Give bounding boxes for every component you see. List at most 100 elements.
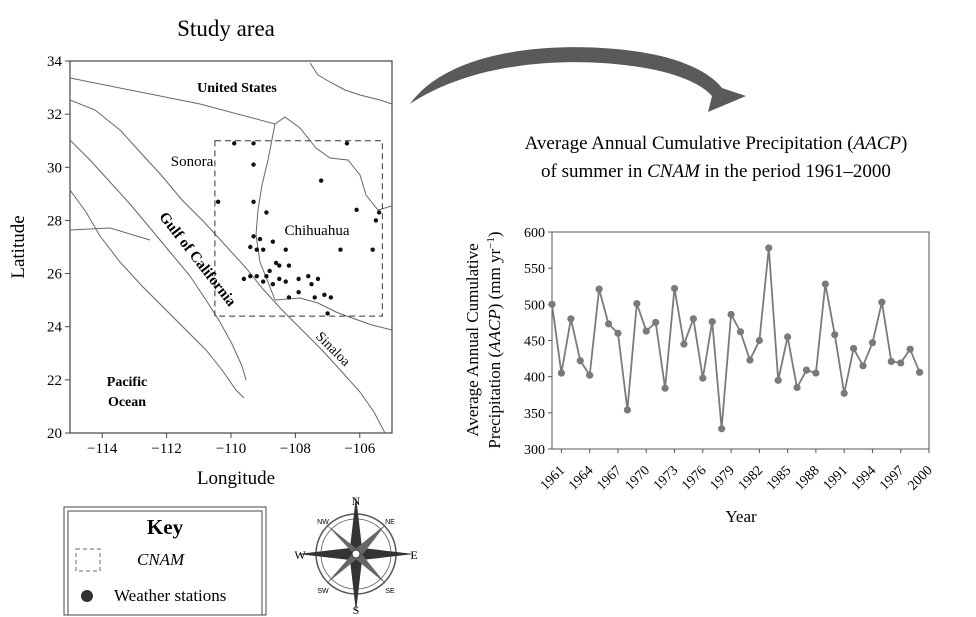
label-united-states: United States bbox=[197, 81, 277, 96]
aacp-data-point bbox=[868, 339, 877, 347]
aacp-data-point bbox=[595, 285, 603, 293]
aacp-data-point bbox=[623, 406, 632, 414]
weather-station-marker bbox=[318, 178, 324, 183]
chart-x-tick-label: 1982 bbox=[736, 463, 766, 493]
chart-y-tick-label: 400 bbox=[524, 371, 545, 386]
weather-station-marker bbox=[215, 199, 221, 205]
aacp-data-point bbox=[821, 280, 829, 288]
map-x-tick-label: −108 bbox=[280, 441, 311, 457]
aacp-data-point bbox=[887, 357, 895, 366]
map-y-tick-label: 20 bbox=[47, 426, 62, 442]
compass-w: W bbox=[294, 548, 306, 562]
weather-station-marker bbox=[370, 247, 375, 252]
weather-station-marker bbox=[277, 263, 282, 268]
weather-station-marker bbox=[270, 239, 276, 244]
aacp-data-point bbox=[718, 425, 726, 433]
map-x-tick-label: −106 bbox=[344, 441, 375, 457]
map-geography bbox=[70, 62, 392, 433]
weather-station-marker bbox=[261, 279, 266, 284]
weather-station-marker bbox=[232, 141, 237, 146]
label-pacific: Pacific bbox=[107, 375, 147, 390]
map-panel: United States Sonora Chihuahua Gulf of C… bbox=[8, 54, 393, 489]
weather-station-marker bbox=[248, 244, 253, 250]
compass-e: E bbox=[410, 548, 417, 562]
weather-station-marker bbox=[251, 234, 256, 239]
chart-y-ticks: 300 350 400 450 500 550 600 bbox=[524, 226, 552, 458]
chart-y-axis-label-line1: Average Annual Cumulative bbox=[463, 243, 482, 436]
weather-station-marker bbox=[376, 210, 382, 215]
aacp-data-point bbox=[567, 315, 575, 323]
chart-y-tick-label: 300 bbox=[524, 443, 545, 458]
chart-x-tick-label: 1961 bbox=[538, 463, 568, 493]
chart-title-line1: Average Annual Cumulative Precipitation … bbox=[525, 133, 908, 154]
chihuahua-sinaloa-border bbox=[274, 297, 392, 331]
key-stations-label: Weather stations bbox=[114, 586, 226, 605]
us-border bbox=[70, 77, 392, 211]
aacp-data-point bbox=[576, 357, 584, 365]
weather-station-marker bbox=[264, 274, 269, 279]
label-ocean: Ocean bbox=[108, 395, 146, 410]
weather-station-marker bbox=[296, 276, 301, 282]
baja-west-coast bbox=[70, 189, 245, 399]
compass-se: SE bbox=[385, 588, 395, 595]
weather-station-marker bbox=[312, 295, 317, 300]
weather-station-marker bbox=[264, 210, 269, 215]
weather-station-marker bbox=[306, 274, 311, 279]
weather-station-marker bbox=[283, 247, 288, 252]
aacp-data-point bbox=[765, 244, 773, 252]
weather-station-marker bbox=[257, 236, 263, 242]
map-x-tick-label: −114 bbox=[87, 441, 118, 457]
weather-station-marker bbox=[241, 276, 247, 282]
weather-station-marker bbox=[251, 162, 256, 167]
compass-n: N bbox=[352, 494, 361, 508]
state-line-ne bbox=[309, 62, 392, 105]
sonora-chihuahua-border bbox=[255, 123, 276, 301]
compass-sw: SW bbox=[317, 588, 329, 595]
chart-x-tick-label: 1991 bbox=[821, 463, 851, 493]
aacp-data-point bbox=[906, 345, 914, 353]
chart-x-tick-label: 2000 bbox=[905, 463, 935, 493]
chart-x-tick-label: 1997 bbox=[877, 463, 907, 493]
chart-x-tick-label: 1988 bbox=[792, 463, 822, 493]
chart-x-tick-label: 1970 bbox=[623, 463, 653, 493]
compass-s: S bbox=[353, 603, 360, 617]
chart-x-tick-label: 1979 bbox=[707, 463, 737, 493]
baja-state-line bbox=[70, 227, 151, 241]
cnam-box bbox=[214, 140, 383, 317]
aacp-data-point bbox=[633, 300, 641, 308]
weather-station-marker bbox=[283, 279, 288, 284]
chart-x-ticks: 1961196419671970197319761979198219851988… bbox=[538, 449, 936, 494]
aacp-data-point bbox=[831, 331, 839, 339]
weather-station-marker bbox=[325, 311, 330, 316]
map-y-tick-label: 28 bbox=[47, 213, 62, 229]
weather-station-marker bbox=[273, 260, 279, 266]
map-x-tick-label: −112 bbox=[151, 441, 181, 457]
map-y-tick-label: 26 bbox=[47, 267, 63, 283]
weather-station-marker bbox=[315, 276, 321, 282]
weather-station-marker bbox=[354, 207, 359, 212]
key-cnam-label: CNAM bbox=[137, 550, 185, 569]
weather-station-marker bbox=[261, 247, 266, 252]
map-title: Study area bbox=[177, 16, 275, 41]
aacp-data-point bbox=[859, 362, 867, 370]
aacp-data-point bbox=[897, 359, 905, 367]
weather-station-marker bbox=[286, 295, 292, 300]
chart-plot-area bbox=[551, 231, 930, 450]
mainland-coast bbox=[70, 99, 386, 433]
aacp-data-point bbox=[736, 328, 745, 336]
key-title: Key bbox=[147, 515, 184, 539]
weather-station-marker bbox=[251, 199, 256, 205]
map-x-tick-label: −110 bbox=[216, 441, 246, 457]
aacp-data-point bbox=[604, 320, 613, 328]
weather-station-marker bbox=[267, 268, 272, 274]
aacp-data-point bbox=[708, 318, 716, 326]
chart-title-line2: of summer in CNAM in the period 1961–200… bbox=[541, 161, 891, 182]
weather-station-marker bbox=[309, 282, 314, 287]
chart-y-axis-label-line2: Precipitation (AACP) (mm yr−1) bbox=[485, 231, 504, 448]
aacp-data-point bbox=[812, 369, 820, 377]
map-y-ticks: 20 22 24 26 28 30 32 34 bbox=[47, 54, 70, 442]
aacp-data-point bbox=[755, 336, 763, 345]
map-y-tick-label: 22 bbox=[47, 373, 62, 389]
compass-nw: NW bbox=[317, 519, 329, 526]
aacp-data-point bbox=[614, 329, 622, 337]
